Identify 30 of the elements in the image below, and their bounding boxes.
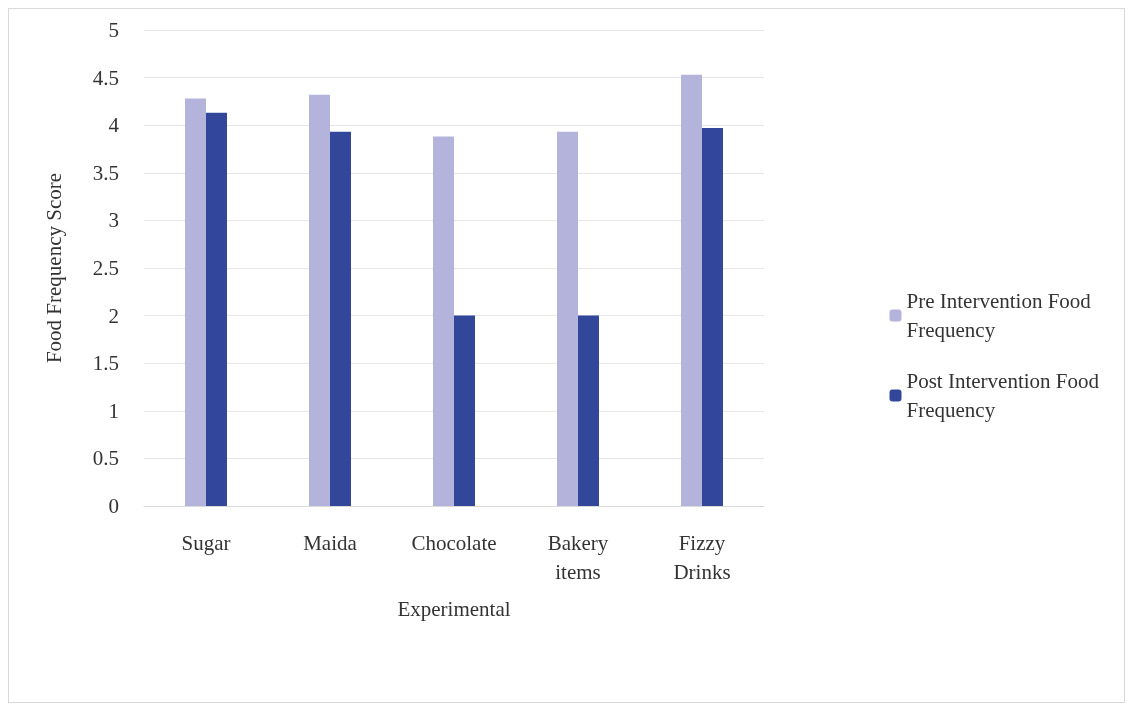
y-tick-label: 4.5 (92, 65, 119, 90)
bar (702, 128, 723, 506)
bar (578, 315, 599, 506)
bar (206, 112, 227, 506)
bar (681, 74, 702, 506)
y-tick-label: 4 (108, 113, 120, 138)
y-axis-title: Food Frequency Score (41, 172, 66, 364)
y-tick-label: 5 (108, 18, 119, 42)
y-tick-label: 2.5 (92, 256, 119, 280)
y-tick-label: 2 (108, 303, 119, 328)
x-tick-label: Maida (303, 530, 358, 555)
y-tick-label: 3 (108, 208, 119, 233)
bar (433, 136, 454, 506)
legend-label: Post Intervention Food Frequency (906, 369, 1100, 422)
x-tick-label: Chocolate (411, 530, 497, 555)
bar (557, 131, 578, 506)
bar (454, 315, 475, 506)
bar (185, 98, 206, 506)
y-tick-label: 0 (108, 494, 119, 518)
legend-label: Pre Intervention Food Frequency (906, 289, 1092, 342)
x-tick-label: Fizzy Drinks (673, 530, 731, 584)
y-tick-label: 3.5 (92, 160, 119, 185)
y-tick-label: 0.5 (92, 446, 119, 471)
x-tick-label: Sugar (181, 530, 231, 555)
y-tick-label: 1 (108, 398, 119, 423)
bar (330, 131, 351, 506)
x-axis-title: Experimental (397, 596, 511, 621)
x-tick-label: Bakery items (547, 530, 609, 584)
y-tick-label: 1.5 (92, 351, 119, 376)
bar (309, 94, 330, 506)
